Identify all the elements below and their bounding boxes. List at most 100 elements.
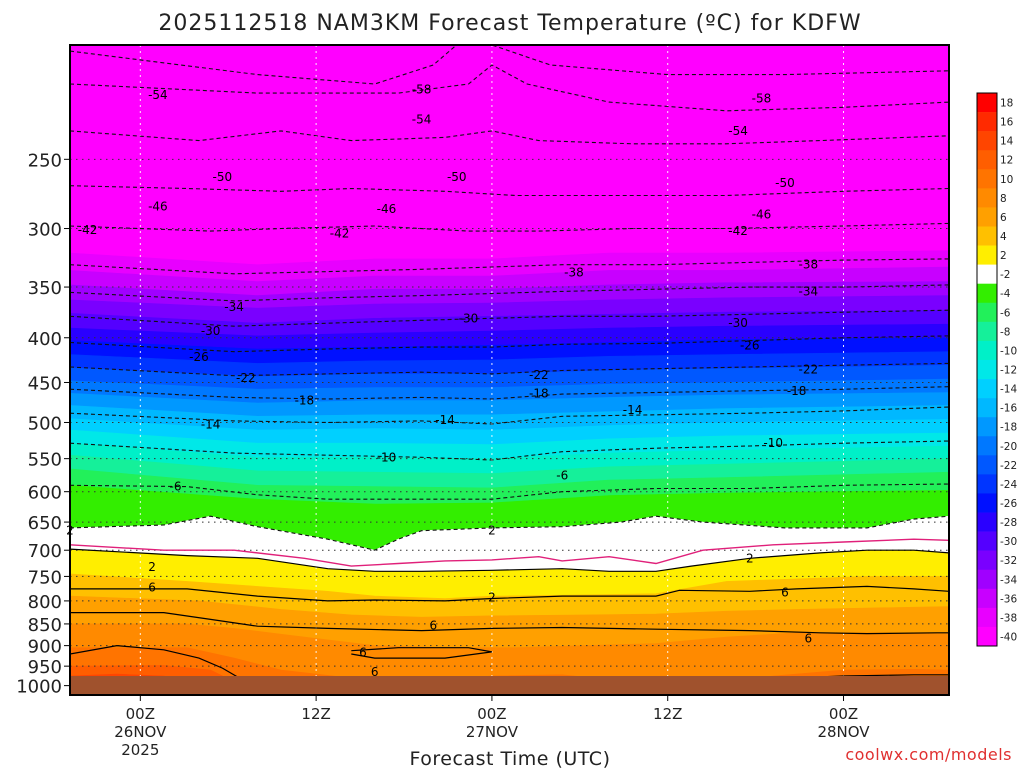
- contour-label: -54: [728, 124, 748, 138]
- contour-label: -42: [728, 224, 748, 238]
- colorbar-label: -10: [1000, 345, 1017, 357]
- contour-line: [70, 130, 949, 145]
- contour-label: 2: [488, 591, 496, 605]
- contour-label: -34: [224, 300, 244, 314]
- colorbar-swatch: [977, 264, 997, 284]
- contour-label: -26: [740, 338, 760, 352]
- x-tick-label: 12Z: [301, 705, 330, 723]
- colorbar-swatch: [977, 607, 997, 628]
- contour-label: 6: [359, 646, 367, 660]
- colorbar-label: 12: [1000, 155, 1013, 167]
- contour-line: [70, 386, 949, 400]
- y-tick-label: 250: [28, 150, 62, 171]
- contour-label: 6: [371, 665, 379, 679]
- contour-label: -14: [201, 418, 221, 432]
- colorbar-swatch: [977, 417, 997, 437]
- colorbar-label: -28: [1000, 517, 1017, 529]
- colorbar-swatch: [977, 474, 997, 494]
- colorbar: 18 16 14 12 10 8 6 4 2 -2 -4 -6 -8 -10 -12 -14 -16 -18 -20…: [976, 92, 1017, 647]
- colorbar-swatch: [977, 436, 997, 456]
- contour-label: 2: [746, 551, 754, 565]
- x-tick-label: 00Z: [477, 705, 506, 723]
- y-tick-label: 350: [28, 278, 62, 299]
- contour-line: [70, 258, 949, 275]
- colorbar-swatch: [977, 112, 997, 132]
- colorbar-label: -16: [1000, 403, 1017, 415]
- contour-label: 2: [488, 524, 496, 538]
- y-tick-label: 950: [28, 657, 62, 678]
- y-tick-label: 300: [28, 220, 62, 241]
- colorbar-swatch: [977, 550, 997, 571]
- colorbar-swatch: [977, 398, 997, 418]
- colorbar-swatch: [977, 150, 997, 170]
- colorbar-label: -34: [1000, 574, 1017, 586]
- contour-line: [70, 483, 949, 500]
- contour-label: -54: [148, 88, 168, 102]
- contour-line: [70, 548, 949, 572]
- contour-label: -30: [728, 316, 748, 330]
- credit-text: coolwx.com/models: [845, 745, 1012, 764]
- colorbar-swatch: [977, 302, 997, 323]
- contour-label: -6: [556, 469, 568, 483]
- x-tick-label: 00Z: [126, 705, 155, 723]
- contour-line: [70, 515, 949, 551]
- contour-line: [70, 612, 949, 635]
- x-tick-label: 2025: [121, 741, 159, 759]
- contour-label: 2: [148, 560, 156, 574]
- colorbar-swatch: [977, 207, 997, 227]
- colorbar-label: -20: [1000, 441, 1017, 453]
- contour-label: -10: [377, 450, 397, 464]
- x-tick-label: 26NOV: [114, 723, 167, 741]
- contour-label: -38: [799, 258, 819, 272]
- y-tick-label: 450: [28, 373, 62, 394]
- contour-label: -18: [787, 384, 807, 398]
- colorbar-label: -12: [1000, 365, 1017, 377]
- contour-line: [351, 647, 493, 659]
- x-tick-label: 00Z: [829, 705, 858, 723]
- colorbar-swatch: [977, 626, 997, 647]
- colorbar-swatch: [977, 531, 997, 551]
- contour-line: [70, 440, 949, 461]
- colorbar-swatch: [977, 93, 997, 113]
- colorbar-label: 4: [1000, 231, 1007, 243]
- colorbar-swatch: [977, 588, 997, 609]
- contour-label: -26: [189, 350, 209, 364]
- colorbar-label: -26: [1000, 498, 1017, 510]
- colorbar-label: -6: [1000, 307, 1011, 319]
- y-tick-label: 600: [28, 483, 62, 504]
- colorbar-swatch: [977, 226, 997, 246]
- colorbar-label: -2: [1000, 269, 1010, 281]
- contour-label: -6: [169, 480, 181, 494]
- ground-layer: [70, 676, 949, 695]
- contour-label: -30: [201, 324, 221, 338]
- colorbar-swatch: [977, 169, 997, 189]
- contour-label: -42: [78, 223, 98, 237]
- contour-label: -54: [412, 112, 432, 126]
- y-tick-label: 400: [28, 329, 62, 350]
- contour-label: 6: [781, 585, 789, 599]
- contour-label: -18: [295, 394, 315, 408]
- colorbar-swatch: [977, 359, 997, 380]
- y-tick-label: 700: [28, 541, 62, 562]
- colorbar-label: 10: [1000, 174, 1013, 186]
- colorbar-label: -30: [1000, 536, 1017, 548]
- colorbar-label: -32: [1000, 555, 1017, 567]
- colorbar-label: -18: [1000, 422, 1017, 434]
- x-tick-label: 28NOV: [817, 723, 870, 741]
- contour-label: -38: [564, 266, 584, 280]
- contour-line: [70, 406, 949, 425]
- colorbar-label: -36: [1000, 593, 1017, 605]
- colorbar-label: -4: [1000, 288, 1011, 300]
- contour-label: -46: [377, 202, 397, 216]
- contour-label: -46: [148, 199, 168, 213]
- contour-label: -22: [236, 371, 256, 385]
- contour-label: -58: [752, 92, 772, 106]
- colorbar-swatch: [977, 569, 997, 590]
- contour-line: [70, 335, 949, 353]
- colorbar-label: 6: [1000, 212, 1007, 224]
- contour-label: -50: [775, 176, 795, 190]
- contour-label: -22: [799, 363, 819, 377]
- contour-label: -50: [213, 170, 233, 184]
- colorbar-swatch: [977, 321, 997, 342]
- contour-line: [70, 64, 949, 112]
